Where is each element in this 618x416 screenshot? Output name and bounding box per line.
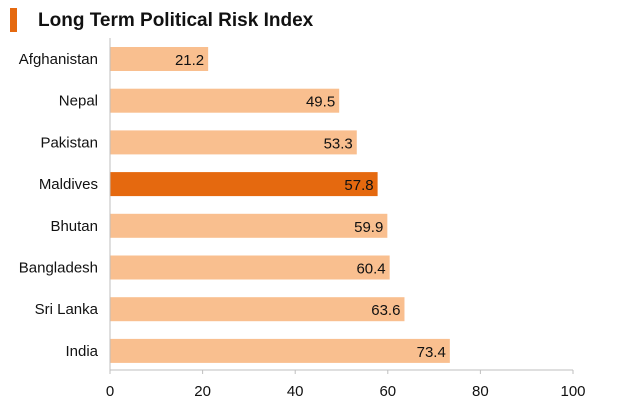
data-label: 60.4: [356, 261, 385, 278]
bar: [110, 47, 209, 71]
bar: [110, 255, 390, 280]
category-label: Maldives: [39, 176, 98, 193]
data-label: 73.4: [417, 344, 446, 361]
chart-title: Long Term Political Risk Index: [38, 10, 314, 31]
bar: [110, 297, 405, 322]
x-tick-label: 60: [379, 383, 396, 400]
data-label: 21.2: [175, 52, 204, 69]
data-label: 57.8: [344, 177, 373, 194]
category-label: India: [65, 343, 98, 360]
bar: [110, 130, 357, 155]
data-label: 49.5: [306, 94, 335, 111]
x-tick-label: 20: [194, 383, 211, 400]
x-tick-label: 40: [287, 383, 304, 400]
title-marker: [10, 8, 17, 32]
data-label: 63.6: [371, 302, 400, 319]
category-label: Sri Lanka: [35, 301, 99, 318]
data-label: 53.3: [324, 135, 353, 152]
x-tick-label: 0: [106, 383, 114, 400]
data-label: 59.9: [354, 219, 383, 236]
category-label: Nepal: [59, 93, 98, 110]
x-tick-label: 100: [560, 383, 585, 400]
category-label: Afghanistan: [19, 51, 98, 68]
x-tick-label: 80: [472, 383, 489, 400]
category-label: Bhutan: [50, 218, 98, 235]
bar: [110, 88, 340, 113]
bar: [110, 338, 450, 363]
category-label: Pakistan: [40, 134, 98, 151]
bar-highlighted: [110, 172, 378, 197]
bar: [110, 213, 388, 238]
category-label: Bangladesh: [19, 260, 98, 277]
